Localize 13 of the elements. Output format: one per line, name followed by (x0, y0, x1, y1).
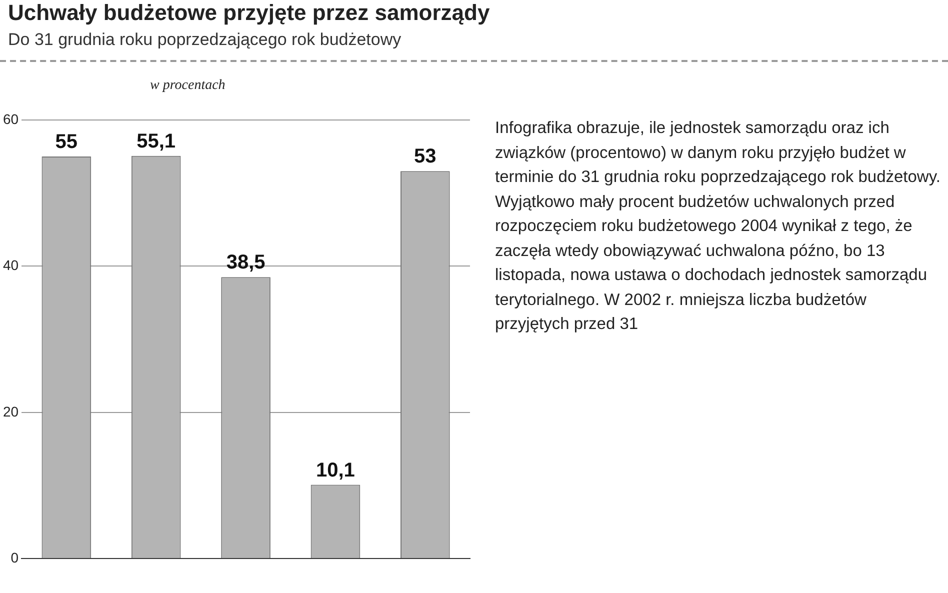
y-tick-label: 0 (10, 549, 19, 566)
y-tick-label: 20 (2, 403, 19, 420)
data-label: 38,5 (226, 252, 266, 274)
data-label: 55 (55, 131, 78, 154)
data-label: 53 (414, 146, 436, 168)
data-label: 55,1 (136, 130, 176, 152)
y-tick-label: 40 (2, 257, 19, 274)
chart-title: Uchwały budżetowe przyjęte przez samorządy (8, 0, 490, 26)
chart-subtitle: Do 31 grudnia roku poprzedzającego rok budżetowy (8, 30, 402, 50)
y-tick-label: 60 (2, 110, 19, 127)
text: Infografika obrazuje, ile jednostek samorządu oraz ich związków (procentowo) w danym roku przyjęło budżet w terminie do 31 grudnia roku poprzedzającego rok budżetowy. Wyjątkowo mały procent budżetów uchwalonych przed rozpoczęciem roku budżetowego 2004 wynikał z tego, że zaczęła wtedy obowiązywać uchwalona późno, bo 13 listopada, nowa ustawa o dochodach jednostek samorządu terytorialnego. W 2002 r. mniejsza liczba budżetów przyjętych przed 31 (495, 119, 940, 333)
data-label: 10,1 (316, 459, 355, 482)
y-axis-title: w procentach (150, 78, 226, 94)
